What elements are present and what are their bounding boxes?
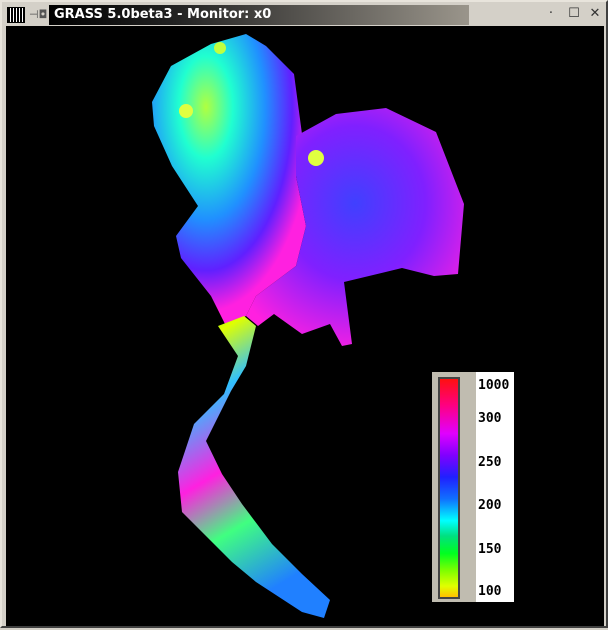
- minimize-icon[interactable]: ·: [548, 6, 554, 21]
- maximize-icon[interactable]: ☐: [568, 6, 580, 21]
- grass-app-icon[interactable]: [7, 7, 25, 23]
- thailand-raster-map: [152, 34, 464, 618]
- legend-color-bar: [438, 377, 460, 599]
- legend-label: 300: [478, 411, 502, 426]
- legend-label: 200: [478, 498, 502, 513]
- legend-frame: [432, 372, 476, 602]
- map-hotspot: [308, 150, 324, 166]
- map-hotspot: [214, 42, 226, 54]
- legend-labels: 1000 300 250 200 150 100: [476, 372, 514, 602]
- pin-icon[interactable]: ⊣◘: [29, 8, 48, 21]
- map-hotspot: [179, 104, 193, 118]
- legend-label: 1000: [478, 378, 510, 393]
- close-icon[interactable]: ✕: [589, 6, 601, 21]
- map-region-south: [178, 316, 330, 618]
- color-legend: 1000 300 250 200 150 100: [432, 372, 514, 602]
- title-bar[interactable]: ⊣◘ GRASS 5.0beta3 - Monitor: x0 · ☐ ✕: [4, 4, 604, 26]
- legend-label: 100: [478, 584, 502, 599]
- legend-label: 250: [478, 455, 502, 470]
- map-region-northeast: [246, 108, 464, 346]
- map-display[interactable]: 1000 300 250 200 150 100: [6, 26, 604, 626]
- legend-label: 150: [478, 542, 502, 557]
- window-title: GRASS 5.0beta3 - Monitor: x0: [49, 5, 469, 25]
